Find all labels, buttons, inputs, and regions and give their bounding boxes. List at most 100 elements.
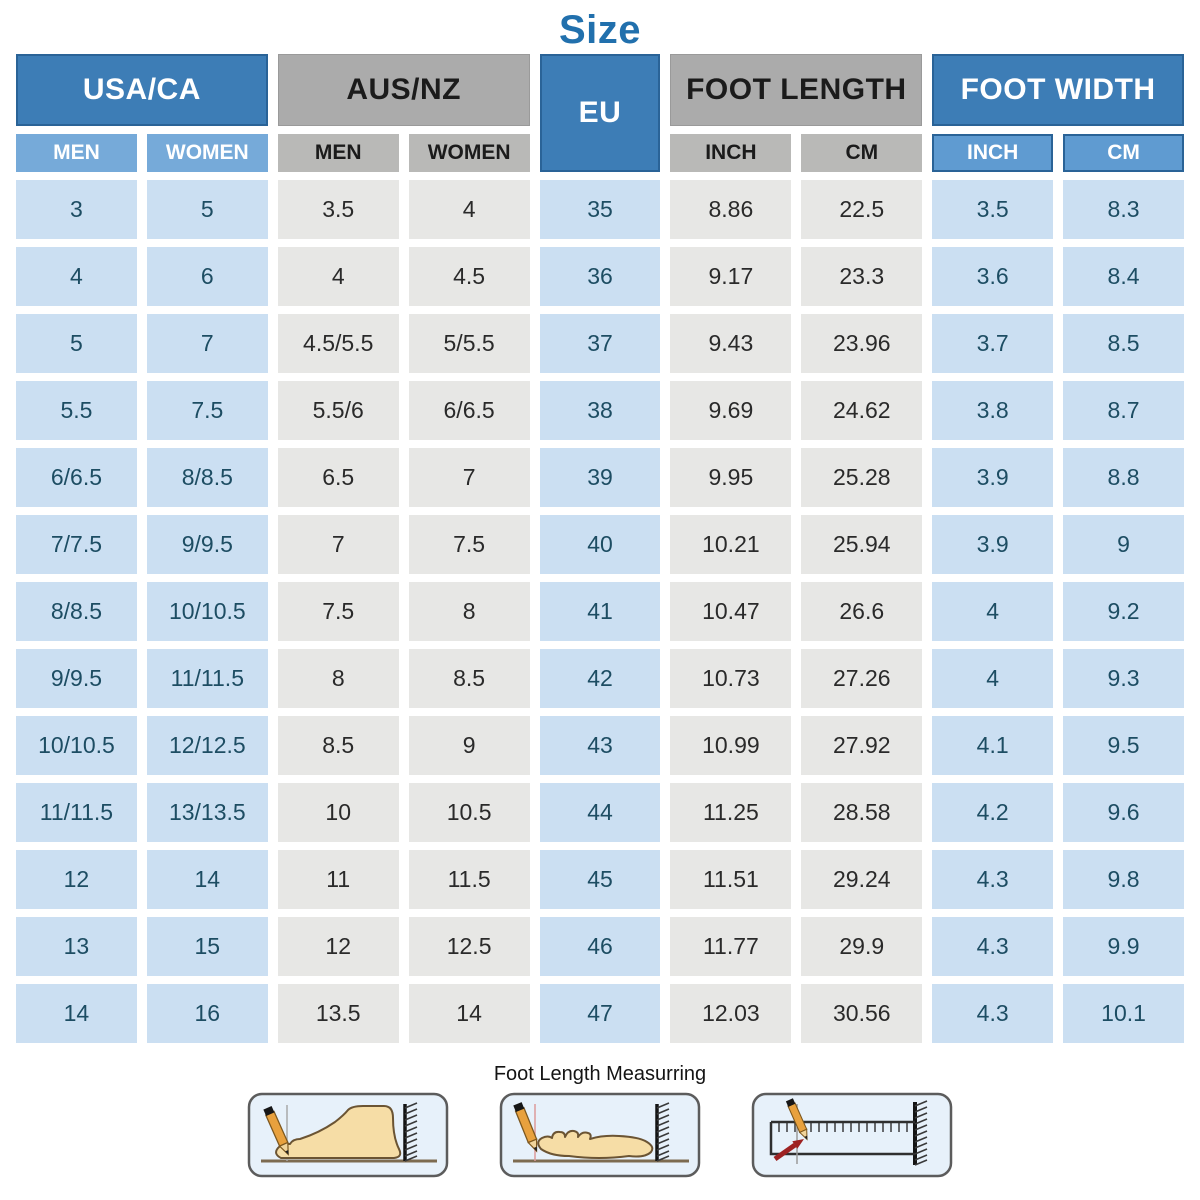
size-cell: 3.9	[932, 515, 1054, 574]
size-cell: 36	[539, 247, 661, 306]
size-cell: 10.99	[670, 716, 792, 775]
ruler-measure-icon	[751, 1092, 953, 1178]
size-cell: 30.56	[801, 984, 923, 1043]
size-cell: 46	[539, 917, 661, 976]
size-cell: 12/12.5	[146, 716, 268, 775]
size-cell: 9/9.5	[146, 515, 268, 574]
foot-side-measure-icon	[247, 1092, 449, 1178]
size-cell: 9.9	[1063, 917, 1184, 976]
arrow-icon	[773, 1139, 804, 1162]
size-cell: 3.8	[932, 381, 1054, 440]
size-cell: 9/9.5	[16, 649, 137, 708]
eu-group-header: EU	[539, 54, 661, 172]
size-cell: 9.69	[670, 381, 792, 440]
size-cell: 39	[539, 448, 661, 507]
size-cell: 25.28	[801, 448, 923, 507]
size-cell: 3.5	[277, 180, 399, 239]
pencil-icon	[263, 1105, 289, 1156]
size-cell: 9.6	[1063, 783, 1184, 842]
size-cell: 8.4	[1063, 247, 1184, 306]
size-cell: 29.24	[801, 850, 923, 909]
size-cell: 10.5	[408, 783, 530, 842]
size-cell: 12	[16, 850, 137, 909]
size-cell: 23.3	[801, 247, 923, 306]
size-cell: 8.5	[408, 649, 530, 708]
measuring-illustrations	[0, 1092, 1200, 1178]
usa-men-subheader: MEN	[16, 134, 137, 172]
size-cell: 9.5	[1063, 716, 1184, 775]
size-cell: 16	[146, 984, 268, 1043]
size-cell: 8.5	[277, 716, 399, 775]
size-cell: 6/6.5	[408, 381, 530, 440]
size-cell: 15	[146, 917, 268, 976]
size-cell: 23.96	[801, 314, 923, 373]
size-cell: 4.5/5.5	[277, 314, 399, 373]
size-cell: 27.26	[801, 649, 923, 708]
size-cell: 10.1	[1063, 984, 1184, 1043]
size-cell: 11.5	[408, 850, 530, 909]
size-cell: 10/10.5	[16, 716, 137, 775]
size-cell: 47	[539, 984, 661, 1043]
size-cell: 4.1	[932, 716, 1054, 775]
size-cell: 4	[932, 649, 1054, 708]
size-cell: 41	[539, 582, 661, 641]
size-cell: 10/10.5	[146, 582, 268, 641]
size-cell: 10.21	[670, 515, 792, 574]
aus-women-subheader: WOMEN	[408, 134, 530, 172]
size-cell: 8.86	[670, 180, 792, 239]
size-cell: 5.5/6	[277, 381, 399, 440]
width-inch-subheader: INCH	[932, 134, 1054, 172]
size-cell: 5/5.5	[408, 314, 530, 373]
pencil-icon	[785, 1098, 808, 1141]
size-cell: 4.3	[932, 850, 1054, 909]
pencil-icon	[513, 1102, 538, 1153]
size-cell: 7	[146, 314, 268, 373]
size-cell: 12.5	[408, 917, 530, 976]
size-cell: 25.94	[801, 515, 923, 574]
size-cell: 4	[16, 247, 137, 306]
size-cell: 11.77	[670, 917, 792, 976]
size-cell: 4.3	[932, 984, 1054, 1043]
size-cell: 3.9	[932, 448, 1054, 507]
size-cell: 24.62	[801, 381, 923, 440]
size-cell: 4	[277, 247, 399, 306]
size-cell: 5	[16, 314, 137, 373]
size-cell: 45	[539, 850, 661, 909]
size-cell: 8.8	[1063, 448, 1184, 507]
size-cell: 3.6	[932, 247, 1054, 306]
size-cell: 14	[146, 850, 268, 909]
usa-women-subheader: WOMEN	[146, 134, 268, 172]
size-cell: 7/7.5	[16, 515, 137, 574]
size-cell: 9.95	[670, 448, 792, 507]
size-cell: 7	[408, 448, 530, 507]
size-cell: 3	[16, 180, 137, 239]
size-cell: 7.5	[277, 582, 399, 641]
size-cell: 8/8.5	[16, 582, 137, 641]
size-table: USA/CA AUS/NZ EU FOOT LENGTH FOOT WIDTH …	[16, 54, 1184, 1043]
length-inch-subheader: INCH	[670, 134, 792, 172]
size-cell: 13.5	[277, 984, 399, 1043]
size-cell: 4	[408, 180, 530, 239]
size-cell: 22.5	[801, 180, 923, 239]
size-cell: 4	[932, 582, 1054, 641]
size-cell: 40	[539, 515, 661, 574]
foot-length-group-header: FOOT LENGTH	[670, 54, 923, 126]
size-cell: 6	[146, 247, 268, 306]
size-cell: 3.5	[932, 180, 1054, 239]
size-cell: 44	[539, 783, 661, 842]
size-cell: 8/8.5	[146, 448, 268, 507]
length-cm-subheader: CM	[801, 134, 923, 172]
size-cell: 10.47	[670, 582, 792, 641]
size-cell: 4.2	[932, 783, 1054, 842]
size-cell: 14	[408, 984, 530, 1043]
size-cell: 11	[277, 850, 399, 909]
size-cell: 9.8	[1063, 850, 1184, 909]
size-cell: 11/11.5	[16, 783, 137, 842]
size-cell: 12.03	[670, 984, 792, 1043]
size-cell: 7	[277, 515, 399, 574]
size-cell: 4.5	[408, 247, 530, 306]
size-cell: 4.3	[932, 917, 1054, 976]
size-cell: 42	[539, 649, 661, 708]
aus-nz-group-header: AUS/NZ	[277, 54, 530, 126]
size-cell: 9.43	[670, 314, 792, 373]
